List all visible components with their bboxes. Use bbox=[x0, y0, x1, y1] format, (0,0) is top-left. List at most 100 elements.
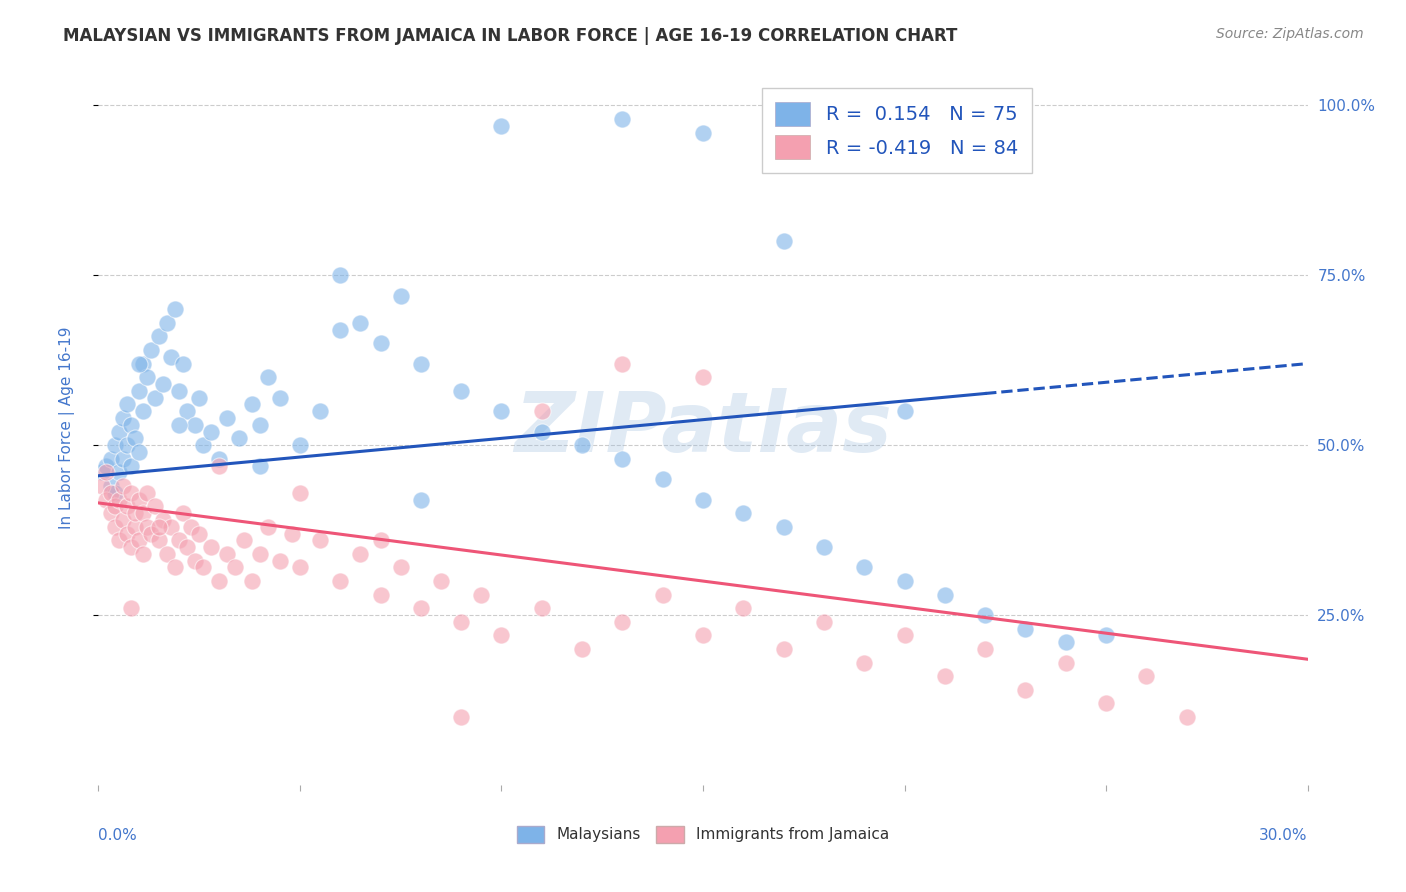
Point bbox=[163, 302, 186, 317]
Point bbox=[128, 445, 150, 459]
Point bbox=[148, 519, 170, 533]
Point bbox=[139, 343, 162, 357]
Point bbox=[132, 547, 155, 561]
Point bbox=[269, 554, 291, 568]
Point bbox=[349, 547, 371, 561]
Point bbox=[107, 492, 129, 507]
Point bbox=[530, 404, 553, 418]
Point bbox=[96, 492, 118, 507]
Point bbox=[96, 458, 118, 473]
Point bbox=[491, 404, 513, 418]
Text: 0.0%: 0.0% bbox=[98, 828, 138, 843]
Point bbox=[115, 500, 138, 514]
Point bbox=[1054, 635, 1077, 649]
Point bbox=[651, 472, 673, 486]
Point bbox=[240, 397, 263, 411]
Point bbox=[135, 485, 157, 500]
Point bbox=[135, 370, 157, 384]
Point bbox=[124, 519, 146, 533]
Point bbox=[100, 451, 122, 466]
Point bbox=[692, 492, 714, 507]
Point bbox=[370, 336, 392, 351]
Point bbox=[269, 391, 291, 405]
Point bbox=[124, 431, 146, 445]
Point bbox=[288, 438, 311, 452]
Point bbox=[120, 601, 142, 615]
Point bbox=[733, 601, 755, 615]
Point bbox=[772, 642, 794, 657]
Point bbox=[208, 574, 231, 588]
Point bbox=[1175, 710, 1198, 724]
Point bbox=[389, 560, 412, 574]
Point bbox=[184, 554, 207, 568]
Point bbox=[200, 425, 222, 439]
Point bbox=[430, 574, 453, 588]
Point bbox=[309, 533, 332, 548]
Point bbox=[450, 710, 472, 724]
Point bbox=[288, 485, 311, 500]
Point bbox=[193, 560, 215, 574]
Point bbox=[240, 574, 263, 588]
Point bbox=[370, 588, 392, 602]
Point bbox=[612, 451, 634, 466]
Point bbox=[217, 547, 239, 561]
Point bbox=[1014, 622, 1036, 636]
Point bbox=[128, 357, 150, 371]
Point bbox=[224, 560, 246, 574]
Point bbox=[148, 329, 170, 343]
Point bbox=[176, 404, 198, 418]
Text: Source: ZipAtlas.com: Source: ZipAtlas.com bbox=[1216, 27, 1364, 41]
Point bbox=[176, 540, 198, 554]
Point bbox=[893, 404, 915, 418]
Point bbox=[813, 540, 835, 554]
Point bbox=[91, 466, 114, 480]
Point bbox=[115, 438, 138, 452]
Point bbox=[107, 425, 129, 439]
Point bbox=[470, 588, 492, 602]
Point bbox=[571, 642, 593, 657]
Point bbox=[692, 126, 714, 140]
Point bbox=[96, 466, 118, 480]
Point bbox=[349, 316, 371, 330]
Point bbox=[491, 628, 513, 642]
Point bbox=[167, 384, 190, 398]
Point bbox=[91, 479, 114, 493]
Point bbox=[370, 533, 392, 548]
Point bbox=[249, 547, 271, 561]
Point bbox=[107, 466, 129, 480]
Point bbox=[772, 519, 794, 533]
Point bbox=[974, 642, 997, 657]
Point bbox=[256, 519, 278, 533]
Point bbox=[188, 526, 211, 541]
Point bbox=[180, 519, 202, 533]
Point bbox=[409, 601, 432, 615]
Y-axis label: In Labor Force | Age 16-19: In Labor Force | Age 16-19 bbox=[59, 326, 75, 530]
Point bbox=[128, 492, 150, 507]
Point bbox=[934, 588, 956, 602]
Point bbox=[612, 357, 634, 371]
Legend: Malaysians, Immigrants from Jamaica: Malaysians, Immigrants from Jamaica bbox=[510, 820, 896, 848]
Point bbox=[103, 519, 125, 533]
Point bbox=[1135, 669, 1157, 683]
Point bbox=[612, 615, 634, 629]
Point bbox=[450, 615, 472, 629]
Point bbox=[232, 533, 254, 548]
Point bbox=[132, 506, 155, 520]
Point bbox=[172, 357, 194, 371]
Point bbox=[1014, 682, 1036, 697]
Point bbox=[184, 417, 207, 432]
Point bbox=[249, 458, 271, 473]
Point bbox=[100, 479, 122, 493]
Point bbox=[288, 560, 311, 574]
Point bbox=[156, 316, 179, 330]
Point bbox=[1095, 628, 1118, 642]
Point bbox=[115, 397, 138, 411]
Point bbox=[571, 438, 593, 452]
Point bbox=[733, 506, 755, 520]
Point bbox=[120, 540, 142, 554]
Point bbox=[692, 628, 714, 642]
Point bbox=[152, 376, 174, 391]
Point bbox=[143, 500, 166, 514]
Point bbox=[329, 268, 352, 283]
Point bbox=[281, 526, 304, 541]
